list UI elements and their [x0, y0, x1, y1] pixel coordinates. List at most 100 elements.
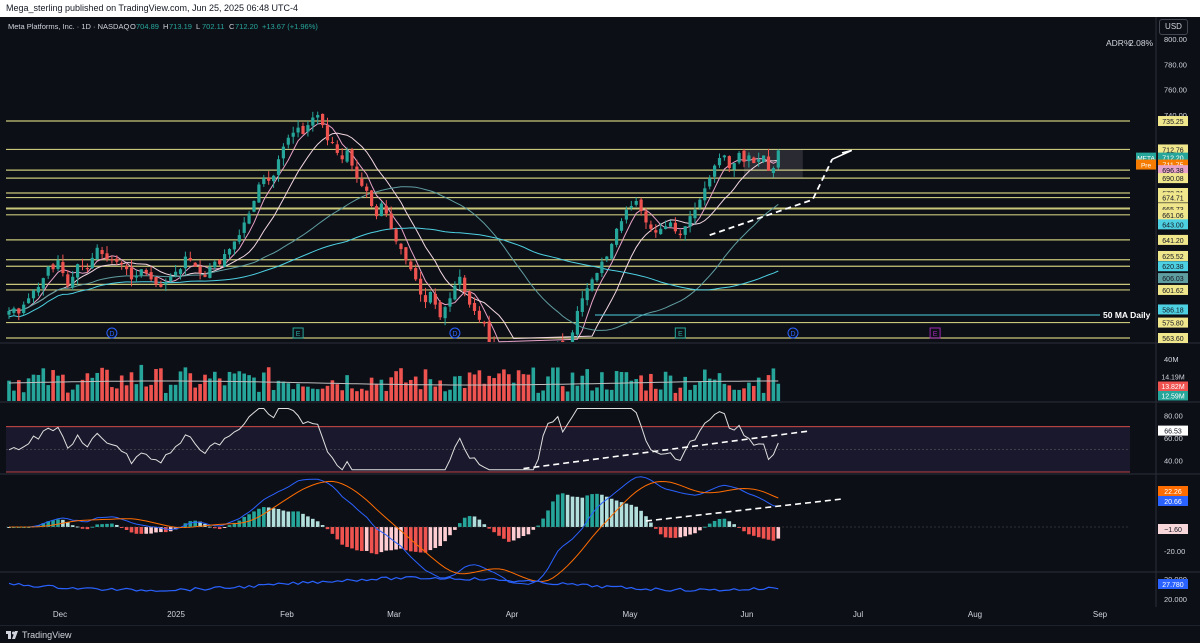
legend-ohlc-key: C: [229, 22, 235, 31]
x-axis-tick: Jul: [853, 610, 863, 619]
candle-body: [71, 276, 75, 288]
volume-bar: [134, 384, 139, 401]
price-label-text: 641.20: [1162, 238, 1184, 245]
macd-histogram-bar: [154, 527, 158, 533]
macd-histogram-bar: [423, 527, 428, 553]
candle-body: [458, 276, 462, 285]
candle-body: [453, 285, 457, 300]
dividend-marker: [787, 327, 799, 339]
macd-histogram-bar: [110, 523, 114, 527]
candle-body: [399, 243, 403, 250]
macd-histogram-bar: [717, 518, 722, 527]
volume-bar: [605, 389, 609, 401]
adx-line: [8, 575, 779, 592]
candle-body: [649, 224, 653, 229]
macd-histogram-bar: [119, 527, 124, 528]
macd-histogram-bar: [281, 510, 286, 527]
candle-body: [639, 199, 643, 212]
macd-histogram-bar: [311, 518, 315, 527]
macd-histogram-bar: [619, 502, 624, 527]
macd-histogram-bar: [433, 527, 438, 548]
volume-bar: [154, 369, 158, 401]
footer-bar: TradingView: [0, 625, 1200, 643]
volume-bar: [350, 388, 354, 401]
rsi-value-box: [1158, 425, 1188, 436]
volume-bar: [761, 392, 766, 401]
candle-body: [575, 310, 579, 335]
candle-body: [247, 213, 251, 224]
macd-histogram-bar: [139, 527, 144, 534]
macd-histogram-bar: [649, 522, 653, 527]
volume-bar: [95, 372, 99, 401]
volume-bar: [619, 371, 624, 401]
volume-bar: [546, 376, 550, 401]
candle-body: [570, 332, 575, 342]
candle-body: [7, 310, 11, 315]
macd-histogram-bar: [502, 527, 506, 539]
volume-bar: [492, 378, 496, 401]
macd-histogram-bar: [737, 527, 741, 528]
macd-histogram-bar: [712, 520, 717, 527]
macd-histogram-bar: [271, 508, 276, 527]
candle-body: [178, 269, 183, 275]
volume-bar: [360, 388, 364, 401]
volume-bar: [570, 372, 575, 401]
adx-axis-tick: 20.000: [1164, 595, 1187, 604]
price-label-box: [1158, 152, 1188, 163]
macd-histogram-bar: [394, 527, 398, 550]
volume-bar: [712, 379, 717, 401]
volume-bar: [418, 389, 423, 401]
candle-body: [487, 321, 491, 342]
volume-bar: [232, 373, 237, 401]
macd-histogram-bar: [80, 527, 85, 529]
macd-histogram-bar: [752, 527, 756, 536]
volume-bar: [70, 389, 75, 401]
candle-body: [595, 273, 599, 281]
volume-bar: [311, 388, 315, 401]
candle-body: [762, 155, 766, 162]
volume-bar: [276, 380, 281, 401]
volume-bar: [580, 375, 585, 401]
candle-body: [600, 261, 604, 274]
macd-histogram-bar: [213, 527, 217, 529]
volume-bar: [242, 373, 246, 401]
macd-trendline: [645, 498, 843, 522]
price-label-text: 643.00: [1162, 222, 1184, 229]
candle-body: [766, 156, 771, 171]
candle-body: [580, 298, 584, 312]
macd-histogram-bar: [526, 527, 531, 535]
price-label-text: 674.71: [1162, 196, 1184, 203]
macd-histogram-bar: [75, 526, 80, 528]
x-axis-tick: Jun: [741, 610, 754, 619]
volume-bar: [12, 390, 16, 401]
macd-histogram-bar: [585, 495, 589, 527]
candle-body: [134, 275, 138, 278]
macd-histogram-bar: [639, 510, 643, 527]
macd-label-box: [1158, 524, 1188, 534]
volume-bar: [673, 392, 678, 401]
price-labels-group: 735.25712.76META712.20Pre711.75696.38690…: [1136, 116, 1188, 343]
price-trendline-arrow: [831, 149, 853, 160]
volume-axis-tick: 40M: [1164, 355, 1179, 364]
legend-ohlc-key: H: [163, 22, 168, 31]
legend-ohlc-value: +13.67 (+1.96%): [262, 22, 318, 31]
macd-label-text: −1.60: [1164, 527, 1182, 534]
candle-body: [659, 228, 663, 235]
macd-histogram-bar: [85, 527, 90, 530]
volume-bar: [115, 388, 119, 401]
macd-histogram-bar: [340, 527, 344, 545]
volume-bar: [678, 387, 683, 401]
macd-histogram-bar: [36, 525, 41, 527]
rsi-axis-tick: 80.00: [1164, 411, 1183, 420]
candle-body: [100, 250, 104, 255]
macd-histogram-bar: [663, 527, 668, 538]
volume-bar: [536, 392, 540, 401]
volume-bar: [526, 374, 531, 401]
currency-button[interactable]: USD: [1159, 19, 1188, 35]
candle-body: [125, 266, 129, 270]
macd-histogram-bar: [477, 519, 482, 527]
legend-symbol-name: Meta Platforms, Inc. · 1D · NASDAQ: [8, 22, 129, 31]
price-label-box: [1158, 261, 1188, 272]
price-tag-box: [1136, 152, 1156, 163]
